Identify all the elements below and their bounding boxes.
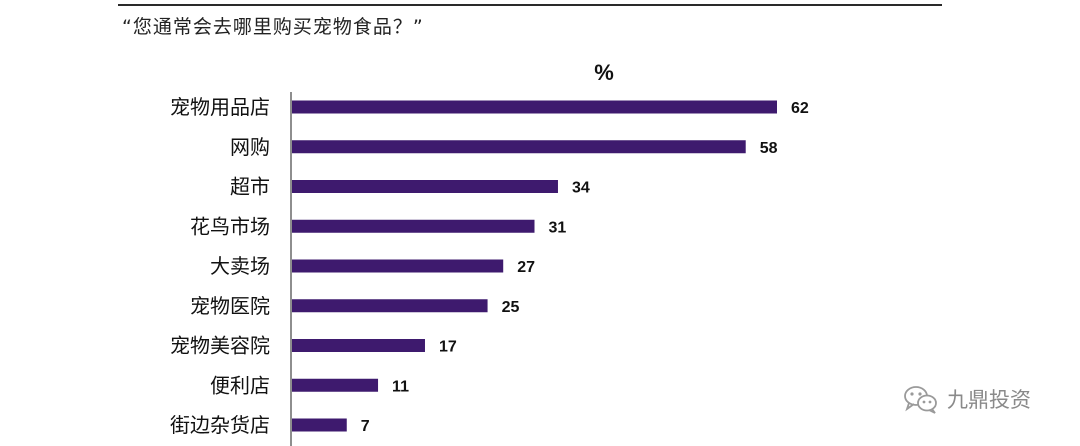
top-rule	[118, 4, 942, 6]
bars-group: 宠物用品店 62 网购 58 超市 34 花鸟市场 31 大卖场 27 宠物医院 25 宠物美容院 17 便…	[170, 95, 809, 437]
category-label: 便利店	[210, 373, 270, 397]
value-label: 34	[572, 180, 590, 197]
watermark-text: 九鼎投资	[947, 388, 1031, 412]
bar	[292, 180, 558, 193]
category-label: 宠物医院	[190, 294, 270, 318]
value-label: 7	[361, 418, 370, 435]
bar	[292, 339, 425, 352]
category-label: 花鸟市场	[190, 214, 270, 238]
category-label: 超市	[230, 175, 270, 199]
value-label: 27	[517, 259, 535, 276]
bar	[292, 418, 347, 432]
value-label: 62	[791, 100, 809, 117]
value-label: 58	[760, 140, 778, 157]
value-label: 17	[439, 339, 457, 356]
category-label: 宠物美容院	[170, 334, 270, 358]
bar	[292, 259, 504, 273]
bar	[292, 140, 746, 154]
bar	[292, 100, 777, 114]
value-label: 25	[502, 299, 520, 316]
chart-question: “您通常会去哪里购买宠物食品？”	[122, 16, 424, 38]
watermark: 九鼎投资	[903, 384, 1031, 414]
category-label: 宠物用品店	[170, 95, 270, 119]
bar	[292, 219, 535, 233]
unit-label: %	[594, 60, 614, 85]
category-label: 网购	[230, 135, 270, 159]
bar	[292, 299, 488, 313]
wechat-icon	[904, 386, 937, 414]
value-label: 31	[549, 219, 567, 236]
category-label: 大卖场	[210, 254, 270, 278]
bar	[292, 378, 379, 392]
value-label: 11	[392, 378, 409, 395]
category-label: 街边杂货店	[170, 413, 270, 437]
